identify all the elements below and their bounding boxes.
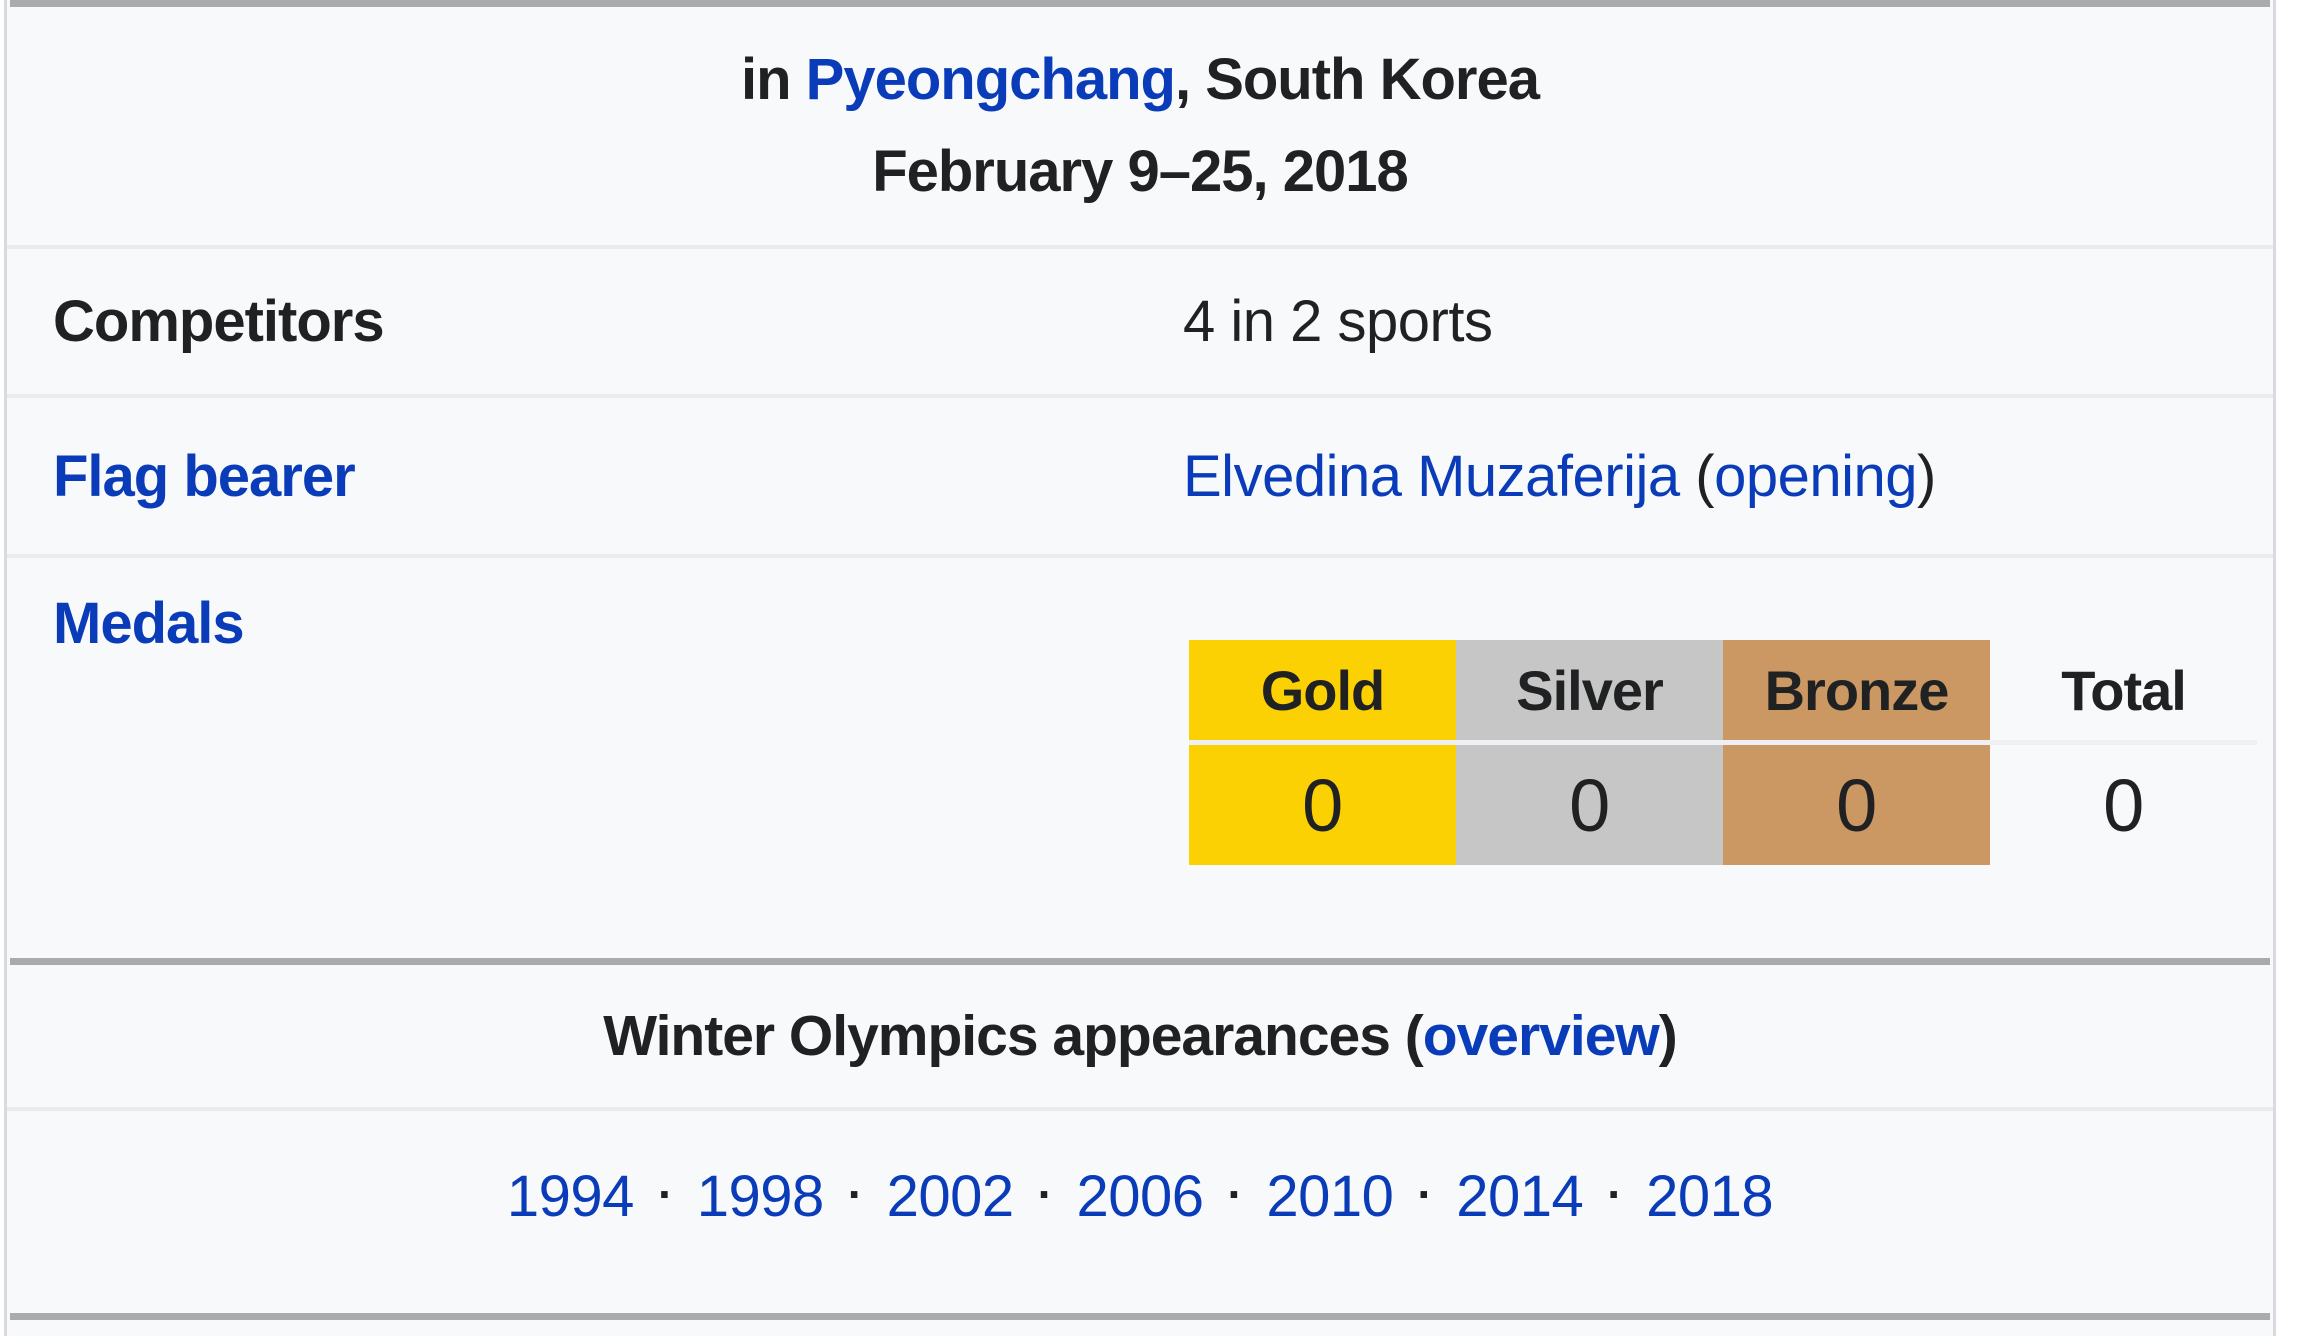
year-separator-dot: · — [1607, 1168, 1623, 1220]
competitors-label: Competitors — [53, 289, 385, 354]
year-separator-dot: · — [657, 1168, 673, 1220]
next-section-gap — [7, 1320, 2273, 1336]
competitors-value: 4 in 2 sports — [1183, 289, 1493, 354]
flag-bearer-row: Flag bearer Elvedina Muzaferija (opening… — [7, 398, 2273, 558]
ceremony-link[interactable]: opening — [1714, 443, 1918, 509]
medal-count-silver: 0 — [1456, 745, 1723, 865]
event-dates: February 9–25, 2018 — [872, 139, 1409, 204]
year-separator-dot: · — [1227, 1168, 1243, 1220]
medals-label: Medals — [7, 558, 1175, 657]
flag-bearer-value: Elvedina Muzaferija (opening) — [1175, 443, 2273, 510]
flag-bearer-label: Flag bearer — [7, 443, 1175, 510]
year-link-1994[interactable]: 1994 — [506, 1164, 635, 1229]
section-divider-bar-bottom — [10, 1313, 2270, 1320]
year-separator-dot: · — [1417, 1168, 1433, 1220]
medal-header-bronze: Bronze — [1723, 640, 1990, 745]
year-separator-dot: · — [847, 1168, 863, 1220]
year-separator-dot: · — [1037, 1168, 1053, 1220]
medal-count-bronze: 0 — [1723, 745, 1990, 865]
paren-close: ) — [1917, 443, 1936, 509]
location-suffix: , South Korea — [1174, 47, 1540, 112]
medal-count-gold: 0 — [1189, 745, 1456, 865]
section-divider-bar-top — [10, 0, 2270, 7]
flag-bearer-name-link[interactable]: Elvedina Muzaferija — [1183, 443, 1680, 509]
medal-count-total: 0 — [2103, 763, 2144, 847]
year-link-2018[interactable]: 2018 — [1646, 1164, 1774, 1229]
medals-value: Gold Silver Bronze Total 0 0 0 0 — [1175, 558, 2273, 865]
year-link-2014[interactable]: 2014 — [1456, 1164, 1584, 1229]
infobox-event-header: in Pyeongchang, South Korea February 9–2… — [7, 7, 2273, 249]
event-location-line: in Pyeongchang, South Korea — [741, 34, 1540, 126]
overview-link[interactable]: overview — [1422, 1004, 1660, 1068]
host-city-link[interactable]: Pyeongchang — [805, 47, 1176, 112]
olympics-infobox: in Pyeongchang, South Korea February 9–2… — [4, 0, 2276, 1336]
year-link-2006[interactable]: 2006 — [1076, 1164, 1204, 1229]
medal-header-gold: Gold — [1189, 640, 1456, 745]
appearances-title-prefix: Winter Olympics appearances ( — [603, 1004, 1423, 1068]
medals-label-link[interactable]: Medals — [53, 591, 245, 656]
competitors-row: Competitors 4 in 2 sports — [7, 249, 2273, 398]
location-prefix: in — [741, 47, 806, 112]
medal-header-silver: Silver — [1456, 640, 1723, 745]
year-link-2002[interactable]: 2002 — [886, 1164, 1015, 1229]
paren-open: ( — [1679, 443, 1715, 509]
medal-header-total: Total — [1990, 640, 2257, 745]
section-divider-bar-middle — [10, 958, 2270, 965]
year-link-1998[interactable]: 1998 — [696, 1164, 825, 1229]
flag-bearer-label-link[interactable]: Flag bearer — [53, 443, 356, 509]
appearance-years-row: 1994 · 1998 · 2002 · 2006 · 2010 · 2014 · 2018 — [7, 1111, 2273, 1313]
year-link-2010[interactable]: 2010 — [1266, 1164, 1394, 1229]
medal-table: Gold Silver Bronze Total 0 0 0 0 — [1189, 640, 2273, 865]
appearances-title-suffix: ) — [1658, 1004, 1678, 1068]
medals-row: Medals Gold Silver Bronze Total 0 0 0 0 — [7, 558, 2273, 958]
appearances-header: Winter Olympics appearances (overview) — [7, 965, 2273, 1111]
